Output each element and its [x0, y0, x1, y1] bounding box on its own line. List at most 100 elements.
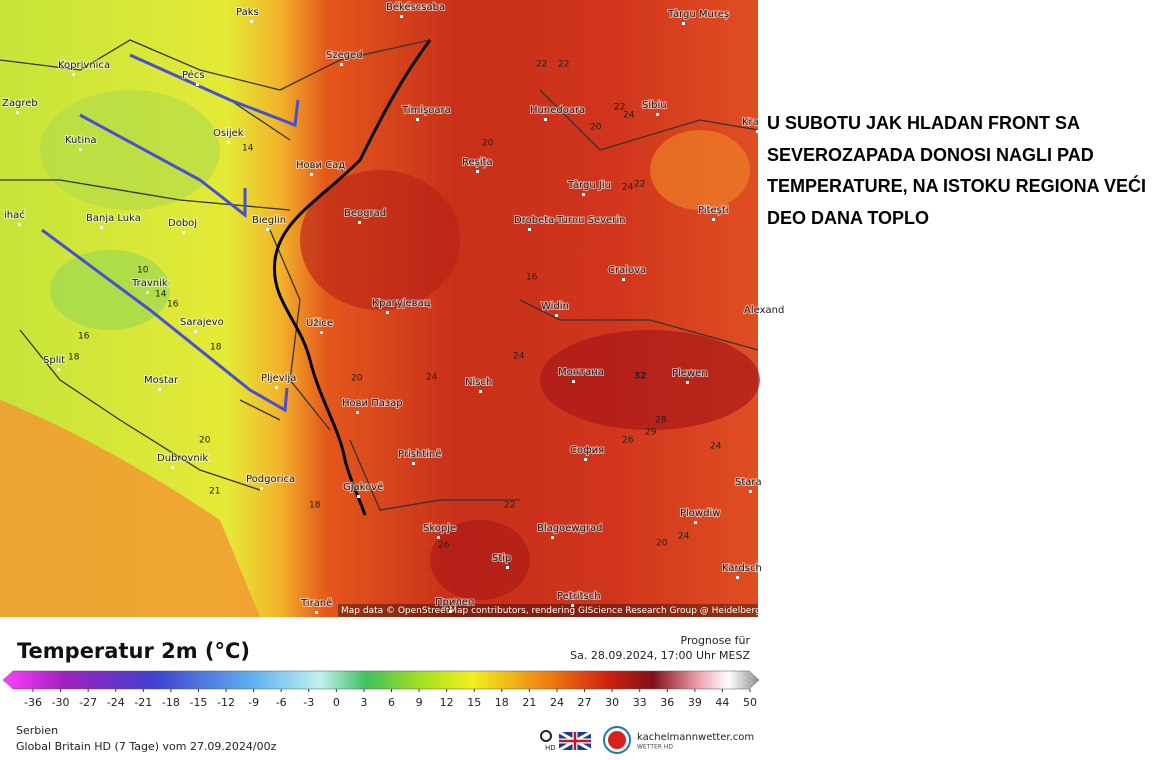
forecast-label: Prognose für	[681, 634, 751, 647]
city-label: София	[570, 445, 604, 456]
city-label: Osijek	[213, 128, 244, 139]
city-label: Widin	[541, 301, 569, 312]
city-label: Travnik	[131, 278, 168, 289]
city-label: Sarajevo	[180, 317, 224, 328]
city-label: Dubrovnik	[157, 453, 208, 464]
colorbar-tick-label: 44	[715, 696, 729, 709]
colorbar-tick-label: -3	[303, 696, 314, 709]
contour-label: 24	[622, 183, 634, 193]
city-marker	[386, 311, 389, 314]
contour-label: 20	[482, 139, 494, 149]
city-marker	[158, 388, 161, 391]
city-label: Нови Сад	[296, 160, 345, 171]
city-label: Нови Пазар	[342, 398, 403, 409]
colorbar-tick-label: -36	[24, 696, 42, 709]
search-icon[interactable]	[540, 730, 552, 742]
city-label: Drobeta-Turnu Severin	[514, 215, 625, 226]
warm-area	[540, 330, 760, 430]
colorbar-tick-label: -12	[217, 696, 235, 709]
contour-label: 18	[210, 343, 222, 353]
city-marker	[57, 368, 60, 371]
city-label: Szeged	[326, 50, 363, 61]
uk-flag[interactable]	[558, 730, 592, 752]
city-marker	[18, 223, 21, 226]
city-label: Blagoewgrad	[537, 523, 603, 534]
city-label: Pljevlja	[261, 373, 296, 384]
city-marker	[356, 411, 359, 414]
city-label: Stara	[735, 477, 762, 488]
contour-label: 28	[655, 416, 667, 426]
contour-label: 14	[155, 290, 167, 300]
colorbar-tick-label: -21	[134, 696, 152, 709]
contour-label: 26	[438, 541, 450, 551]
city-label: Sibiu	[642, 100, 667, 111]
city-marker	[449, 610, 452, 613]
city-marker	[250, 20, 253, 23]
city-label: Târgu Mureș	[667, 8, 729, 20]
city-marker	[340, 63, 343, 66]
city-marker	[171, 466, 174, 469]
city-label: Alexand	[744, 305, 784, 316]
brand-logo-inner[interactable]	[608, 731, 626, 749]
city-marker	[72, 73, 75, 76]
contour-label: 16	[167, 300, 179, 310]
city-marker	[357, 495, 360, 498]
city-label: Kra	[742, 117, 759, 128]
city-marker	[582, 193, 585, 196]
city-marker	[584, 458, 587, 461]
contour-label: 22	[614, 103, 625, 113]
city-label: Prishtinë	[398, 449, 441, 460]
front-arrows	[41, 53, 300, 413]
city-marker	[196, 83, 199, 86]
city-marker	[555, 314, 558, 317]
contour-label: 22	[634, 180, 645, 190]
contour-label: 29	[645, 428, 657, 438]
city-marker	[712, 218, 715, 221]
colorbar-tick-label: 15	[467, 696, 481, 709]
colorbar-tick-label: 3	[360, 696, 367, 709]
hd-label[interactable]: HD	[545, 744, 556, 752]
contour-label: 22	[558, 60, 569, 70]
contour-label: 10	[137, 266, 149, 276]
colorbar-tick-label: 36	[660, 696, 674, 709]
colorbar-tick-label: -27	[79, 696, 97, 709]
city-label: Монтана	[558, 367, 604, 378]
city-marker	[686, 381, 689, 384]
city-label: Mostar	[144, 375, 179, 386]
contour-label: 24	[623, 111, 635, 121]
colorbar-tick-label: 33	[633, 696, 647, 709]
contour-label: 20	[351, 374, 363, 384]
sea-area	[0, 400, 260, 617]
city-marker	[694, 521, 697, 524]
city-marker	[146, 291, 149, 294]
city-label: Beograd	[344, 208, 386, 219]
contour-label: 20	[590, 123, 602, 133]
attribution: Map data © OpenStreetMap contributors, r…	[341, 606, 810, 616]
brand[interactable]: kachelmannwetter.com	[637, 732, 754, 743]
attribution-bg	[338, 604, 758, 617]
city-marker	[416, 118, 419, 121]
city-marker	[572, 380, 575, 383]
contour-label: 16	[526, 273, 538, 283]
city-marker	[310, 173, 313, 176]
city-label: Nisch	[465, 377, 492, 388]
warm-area	[430, 520, 530, 600]
city-marker	[275, 386, 278, 389]
city-marker	[622, 278, 625, 281]
colorbar-tick-label: -24	[107, 696, 125, 709]
city-label: Timișoara	[401, 105, 451, 116]
map-area: Map data © OpenStreetMap contributors, r…	[0, 0, 810, 617]
contour-label: 21	[209, 487, 220, 497]
city-label: Kardsch	[722, 563, 762, 574]
city-label: Banja Luka	[86, 213, 141, 224]
colorbar-tick-label: 30	[605, 696, 619, 709]
colorbar-tick-label: 24	[550, 696, 564, 709]
brand-sub[interactable]: WETTER HD	[637, 744, 673, 751]
city-marker	[437, 536, 440, 539]
city-label: Târgu Jiu	[567, 179, 611, 191]
city-marker	[358, 221, 361, 224]
forecast-time: Sa. 28.09.2024, 17:00 Uhr MESZ	[570, 649, 750, 662]
colorbar-tick-label: 12	[440, 696, 454, 709]
